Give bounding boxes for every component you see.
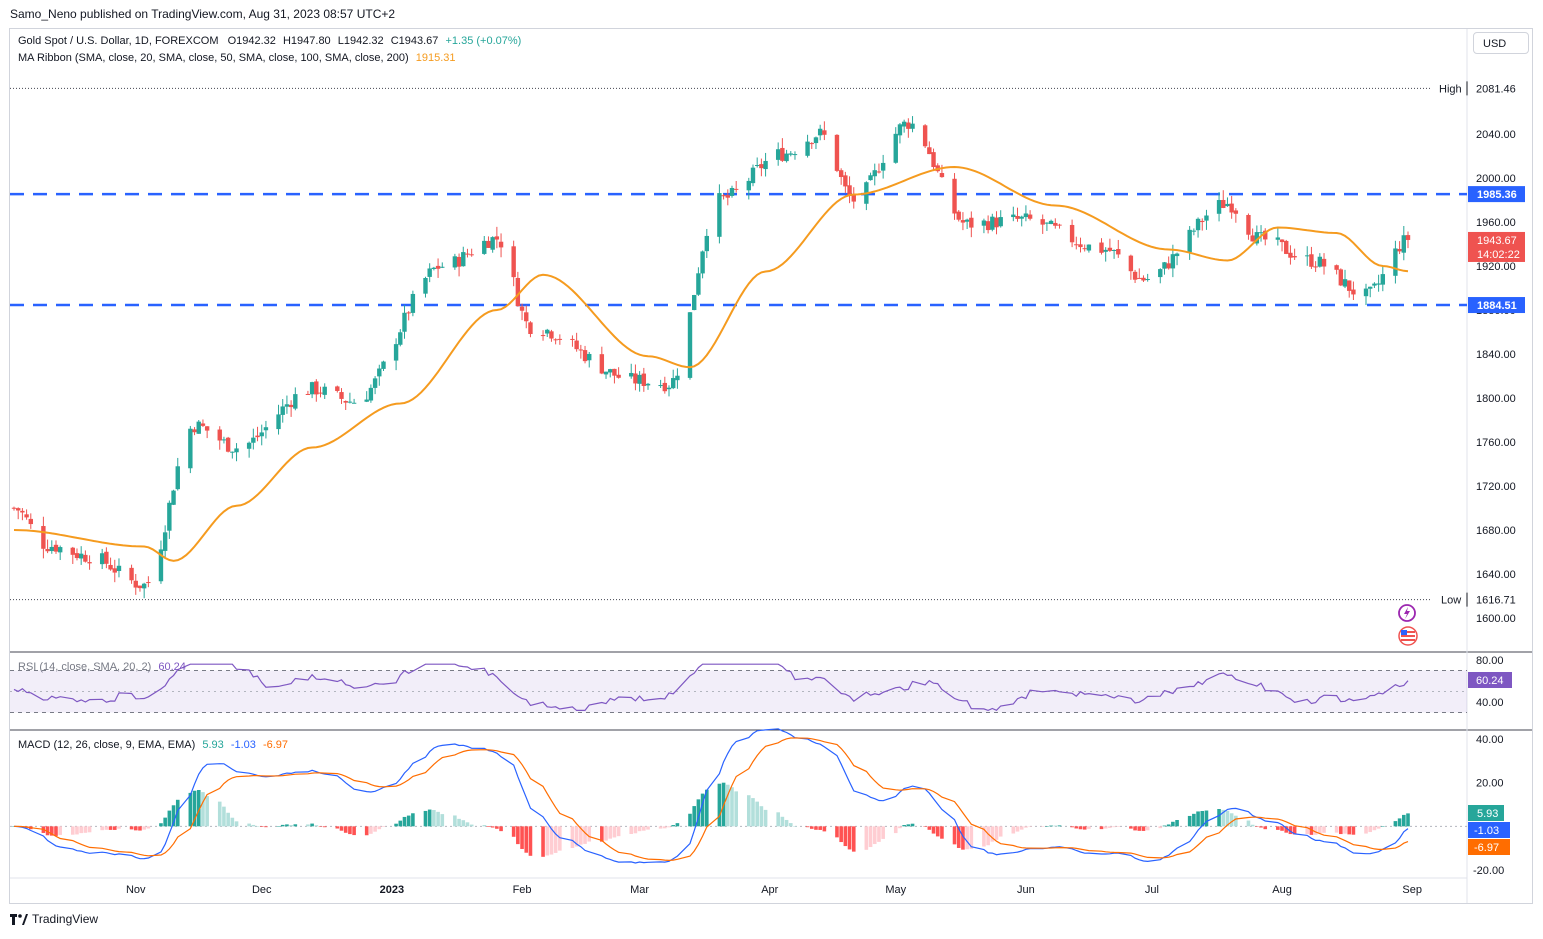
ma-value: 1915.31	[415, 52, 456, 64]
ohlc-high: H1947.80	[282, 35, 331, 47]
macd-legend: MACD (12, 26, close, 9, EMA, EMA) 5.93 -…	[18, 739, 288, 751]
tradingview-footer[interactable]: TradingView	[10, 912, 98, 926]
tradingview-logo-icon	[10, 913, 28, 925]
rsi-value: 60.24	[158, 661, 186, 673]
publish-info: Samo_Neno published on TradingView.com, …	[10, 7, 396, 21]
ohlc-open: O1942.32	[227, 35, 276, 47]
ohlc-low: L1942.32	[337, 35, 384, 47]
currency-button[interactable]: USD	[1473, 32, 1529, 54]
macd-label[interactable]: MACD (12, 26, close, 9, EMA, EMA)	[18, 739, 196, 751]
rsi-label[interactable]: RSI (14, close, SMA, 20, 2)	[18, 661, 152, 673]
symbol-legend: Gold Spot / U.S. Dollar, 1D, FOREXCOM O1…	[18, 35, 521, 47]
tradingview-brand: TradingView	[32, 912, 99, 926]
rsi-legend: RSI (14, close, SMA, 20, 2) 60.24	[18, 661, 186, 673]
symbol-name[interactable]: Gold Spot / U.S. Dollar, 1D, FOREXCOM	[18, 35, 219, 47]
macd-signal-value: -6.97	[262, 739, 289, 751]
macd-line-value: -1.03	[230, 739, 256, 751]
price-change: +1.35 (+0.07%)	[445, 35, 522, 47]
chart-frame	[9, 28, 1533, 904]
ma-legend: MA Ribbon (SMA, close, 20, SMA, close, 5…	[18, 52, 456, 64]
ma-label[interactable]: MA Ribbon (SMA, close, 20, SMA, close, 5…	[18, 52, 409, 64]
macd-hist-value: 5.93	[202, 739, 224, 751]
ohlc-close: C1943.67	[390, 35, 439, 47]
